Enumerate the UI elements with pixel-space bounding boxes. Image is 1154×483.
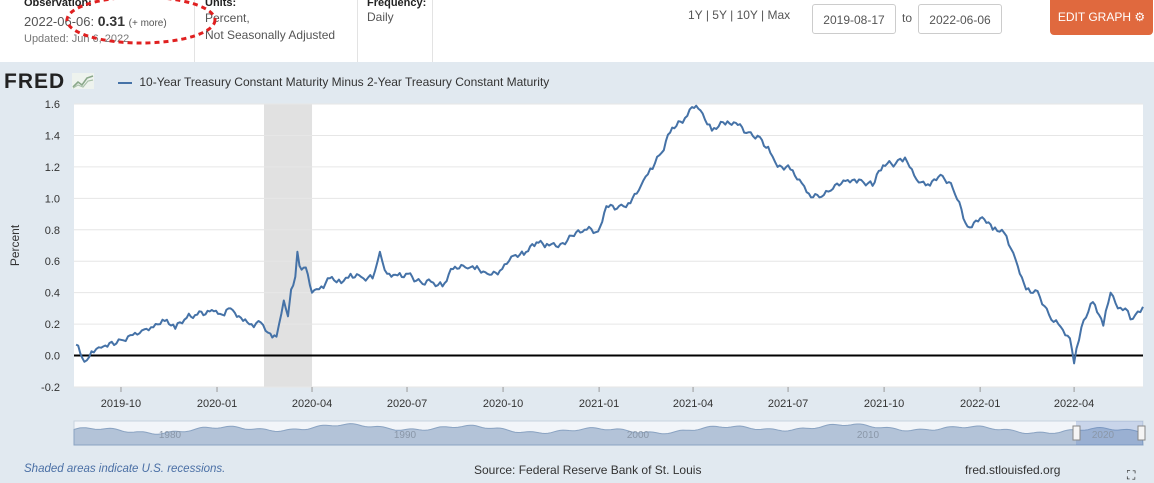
fred-logo-text: FRED: [4, 70, 66, 93]
y-tick-label: 0.6: [45, 256, 60, 268]
x-tick-label: 2019-10: [101, 398, 141, 410]
x-tick-label: 2021-04: [673, 398, 713, 410]
fred-logo[interactable]: FRED: [4, 70, 95, 94]
y-axis-label: Percent: [8, 224, 22, 266]
x-tick-label: 2020-10: [483, 398, 523, 410]
series-line: [75, 104, 1144, 365]
navigator-selection: [1076, 421, 1143, 445]
divider: [432, 0, 433, 62]
y-tick-label: 0.0: [45, 351, 60, 363]
observation-block: Observation: 2022-06-06: 0.31 (+ more) U…: [24, 0, 167, 45]
x-tick-label: 2020-07: [387, 398, 427, 410]
navigator-label: 2020: [1092, 430, 1115, 441]
to-label: to: [902, 11, 913, 25]
units-block: Units: Percent, Not Seasonally Adjusted: [205, 0, 335, 43]
x-tick-label: 2022-04: [1054, 398, 1094, 410]
navigator-handle[interactable]: [1137, 425, 1146, 441]
navigator-area: [73, 423, 1144, 446]
range-selector: 1Y | 5Y | 10Y | Max: [688, 8, 790, 22]
observation-date: 2022-06-06:: [24, 14, 95, 29]
x-tick-label: 2021-10: [864, 398, 904, 410]
navigator-label: 2010: [857, 430, 880, 441]
legend-line-swatch: [118, 81, 132, 84]
navigator-label: 1990: [394, 430, 417, 441]
start-date-input[interactable]: 2019-08-17: [812, 4, 896, 34]
legend-label: 10-Year Treasury Constant Maturity Minus…: [139, 75, 550, 89]
units-line-2: Not Seasonally Adjusted: [205, 28, 336, 42]
frequency-value: Daily: [367, 10, 394, 24]
range-1y-button[interactable]: 1Y: [688, 8, 703, 22]
source-text: Source: Federal Reserve Bank of St. Loui…: [474, 463, 702, 477]
x-tick-label: 2022-01: [960, 398, 1000, 410]
y-tick-label: 0.4: [45, 288, 60, 300]
frequency-block: Frequency: Daily: [367, 0, 426, 24]
line-chart[interactable]: -0.2 0.0 0.2 0.4 0.6 0.8 1.0 1.2 1.4 1.6 2019-10 20…: [0, 62, 1154, 483]
units-line-1: Percent,: [205, 11, 250, 25]
x-tick-label: 2021-01: [579, 398, 619, 410]
x-tick-label: 2021-07: [768, 398, 808, 410]
fullscreen-icon[interactable]: ⛶: [1127, 468, 1136, 482]
y-tick-label: 1.6: [45, 99, 60, 111]
site-url[interactable]: fred.stlouisfed.org: [965, 463, 1061, 477]
range-separator: |: [730, 8, 734, 22]
range-max-button[interactable]: Max: [767, 8, 791, 22]
y-tick-label: 1.4: [45, 130, 60, 142]
range-separator: |: [761, 8, 765, 22]
updated-date: Updated: Jun 6, 2022: [24, 33, 130, 45]
y-tick-label: 1.0: [45, 193, 60, 205]
observation-label: Observation:: [24, 0, 92, 9]
fred-chart-icon: [72, 73, 95, 89]
y-tick-label: 0.8: [45, 225, 60, 237]
plot-area: [74, 104, 1143, 387]
recession-note: Shaded areas indicate U.S. recessions.: [24, 463, 226, 475]
gear-icon: ⚙: [1134, 10, 1146, 24]
divider: [357, 0, 358, 62]
x-tick-label: 2020-01: [197, 398, 237, 410]
range-5y-button[interactable]: 5Y: [712, 8, 727, 22]
end-date-input[interactable]: 2022-06-06: [918, 4, 1002, 34]
frequency-label: Frequency:: [367, 0, 427, 9]
range-10y-button[interactable]: 10Y: [736, 8, 758, 22]
recession-band: [263, 104, 313, 387]
observation-more-link[interactable]: (+ more): [128, 18, 167, 29]
units-label: Units:: [205, 0, 237, 9]
info-bar: Observation: 2022-06-06: 0.31 (+ more) U…: [0, 0, 1154, 62]
divider: [194, 0, 195, 62]
edit-graph-button[interactable]: EDIT GRAPH ⚙: [1050, 0, 1153, 35]
observation-number: 0.31: [97, 13, 125, 29]
chart-legend: 10-Year Treasury Constant Maturity Minus…: [118, 75, 549, 89]
y-tick-label: -0.2: [41, 382, 60, 394]
range-separator: |: [705, 8, 709, 22]
navigator-handle[interactable]: [1072, 425, 1081, 441]
observation-value[interactable]: 2022-06-06: 0.31 (+ more): [24, 13, 167, 29]
y-tick-label: 0.2: [45, 319, 60, 331]
highlight-ellipse: [65, 0, 217, 45]
edit-graph-label: EDIT GRAPH: [1057, 10, 1131, 24]
x-tick-label: 2020-04: [292, 398, 332, 410]
navigator-label: 2000: [627, 430, 650, 441]
y-tick-label: 1.2: [45, 162, 60, 174]
navigator-label: 1980: [159, 430, 182, 441]
